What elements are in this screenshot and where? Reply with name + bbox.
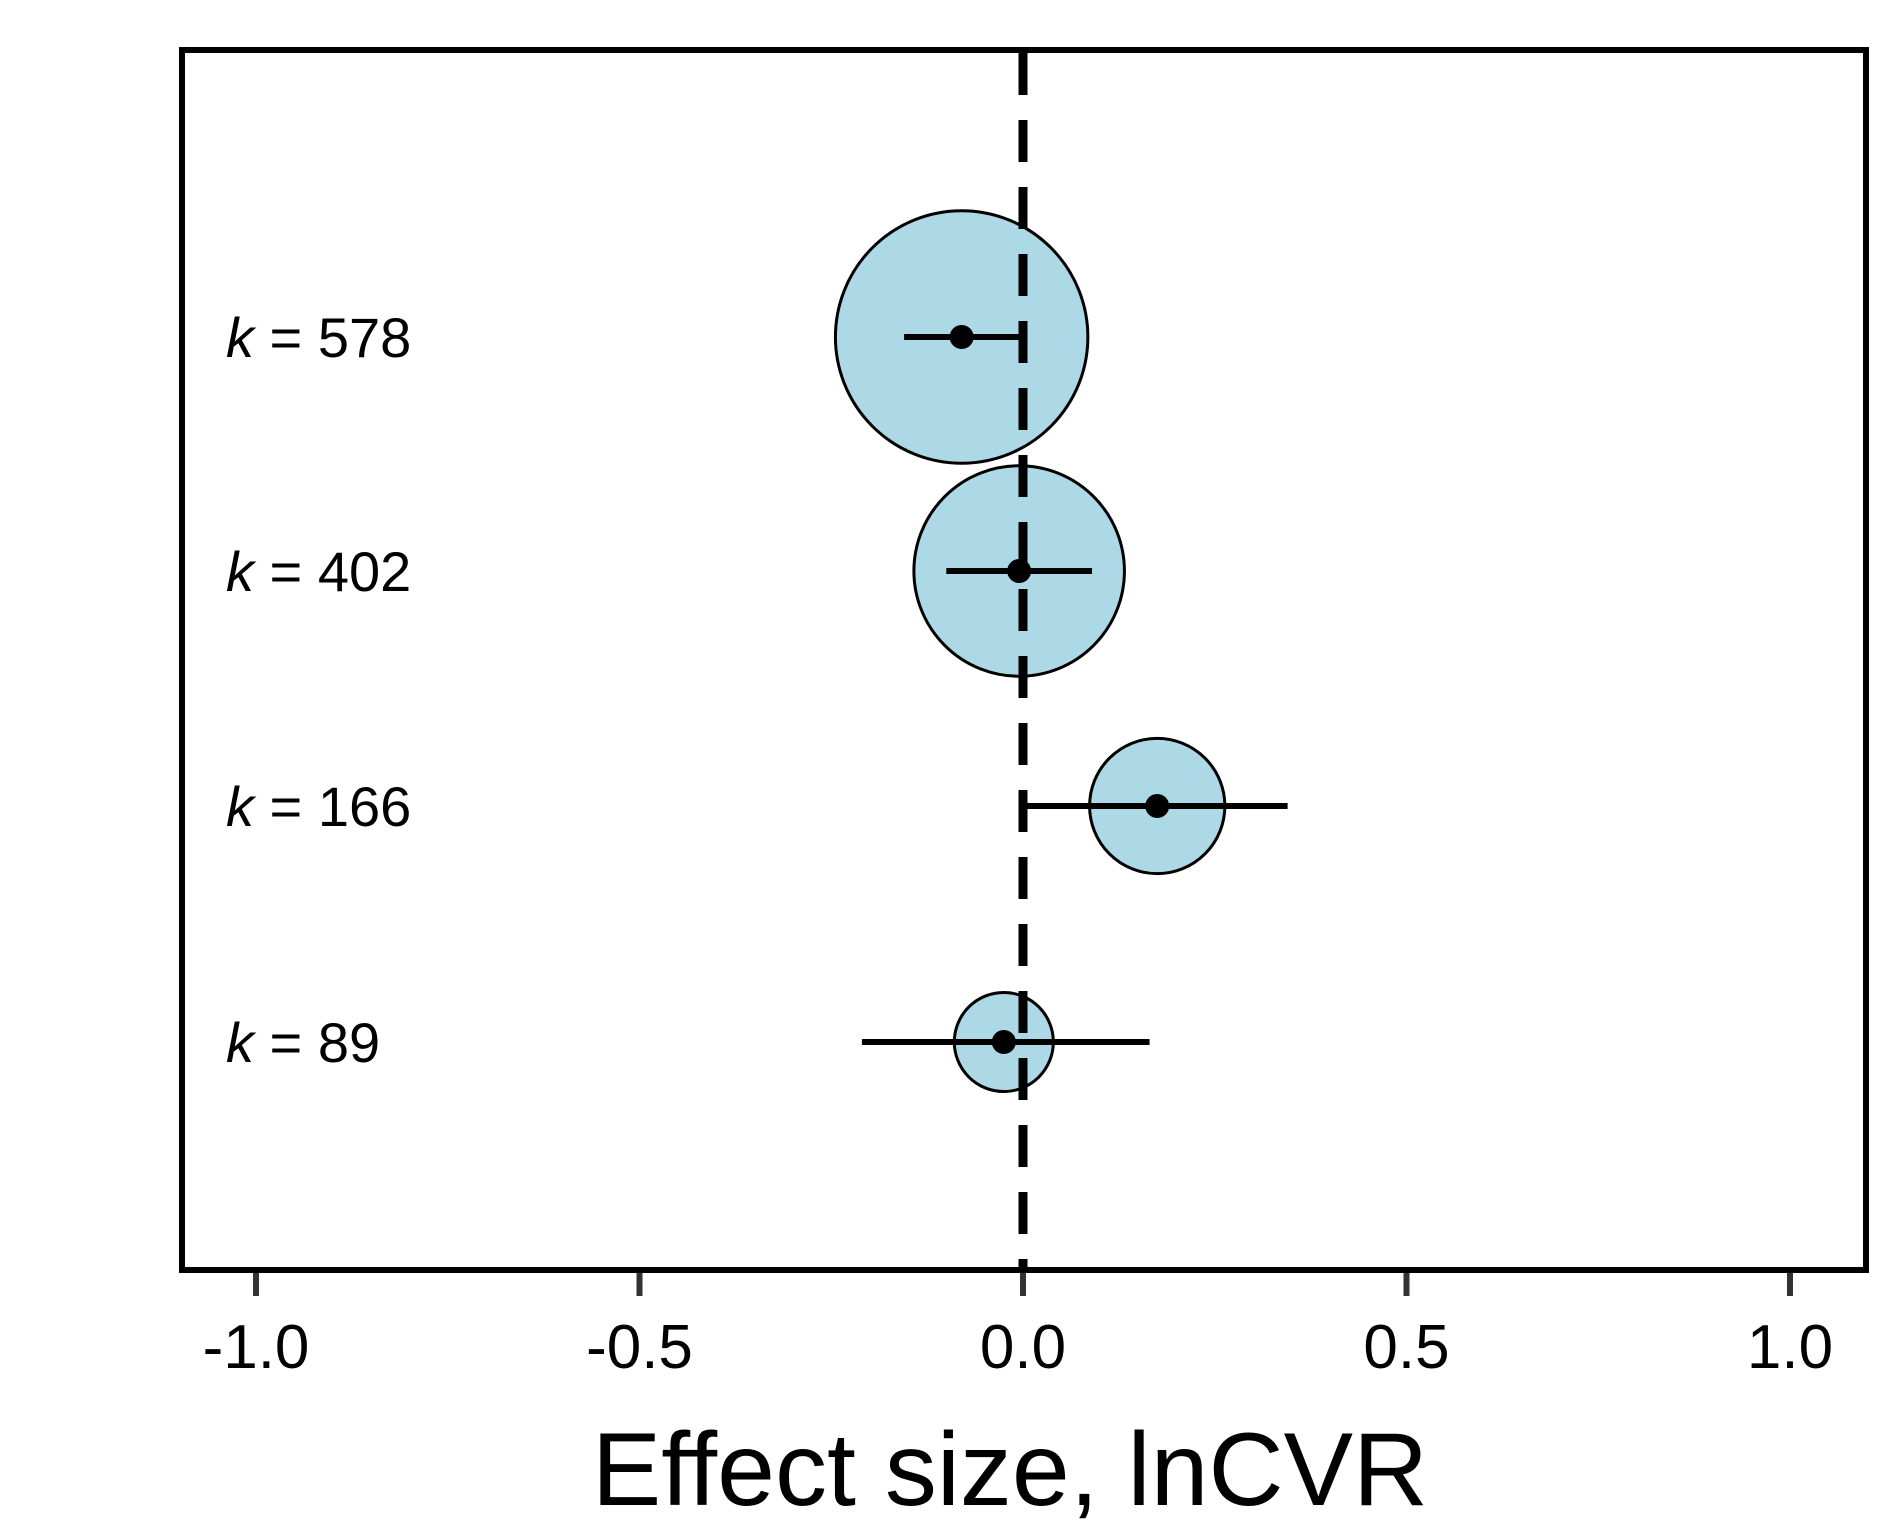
row-label: k = 166	[226, 775, 411, 838]
data-marks	[833, 53, 1288, 1267]
point-estimate	[1007, 559, 1032, 583]
x-tick-label: -1.0	[203, 1313, 310, 1382]
x-tick-label: 1.0	[1747, 1313, 1833, 1382]
point-estimate	[949, 325, 974, 349]
row-label-variable: k	[226, 306, 257, 369]
point-estimate	[991, 1030, 1016, 1054]
x-axis-title: Effect size, lnCVR	[592, 1412, 1428, 1528]
point-estimate	[1145, 794, 1170, 818]
x-tick-label: 0.5	[1363, 1313, 1449, 1382]
row-label-value: = 166	[254, 775, 411, 838]
row-label-variable: k	[226, 775, 257, 838]
row-label-value: = 89	[254, 1011, 380, 1074]
x-tick-label: -0.5	[586, 1313, 693, 1382]
x-axis-ticks: -1.0 -0.5 0.0 0.5 1.0	[203, 1273, 1833, 1382]
row-label: k = 89	[226, 1011, 380, 1074]
row-label-value: = 578	[254, 306, 411, 369]
row-label-value: = 402	[254, 540, 411, 603]
plot-frame	[179, 47, 1869, 1273]
row-label-variable: k	[226, 1011, 257, 1074]
x-tick-label: 0.0	[980, 1313, 1066, 1382]
row-label: k = 578	[226, 306, 411, 369]
row-label: k = 402	[226, 540, 411, 603]
row-label-variable: k	[226, 540, 257, 603]
